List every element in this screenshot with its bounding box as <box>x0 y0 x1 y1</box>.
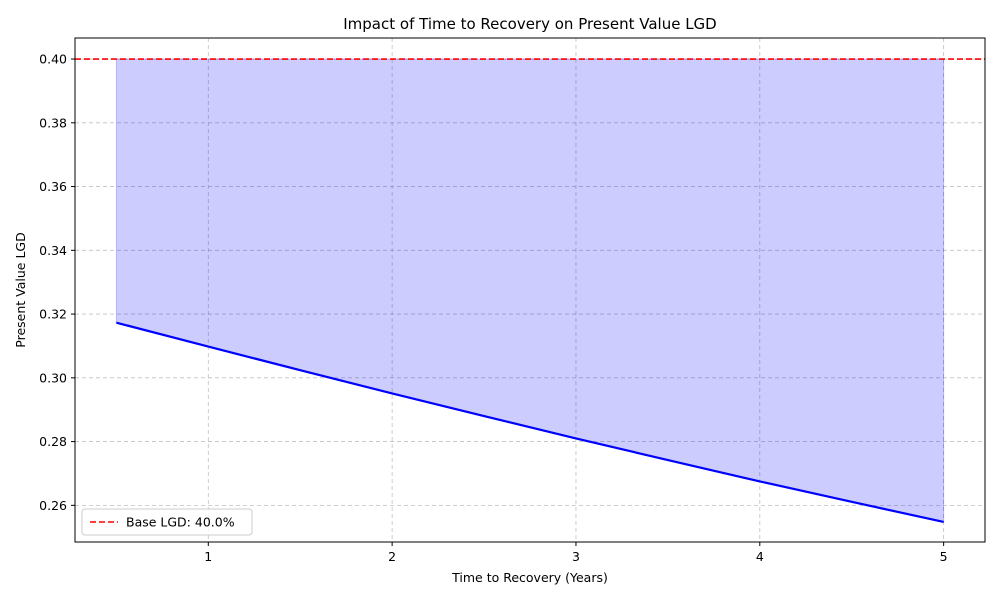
x-tick-label: 1 <box>204 549 212 564</box>
series-layer <box>75 58 985 523</box>
chart-title: Impact of Time to Recovery on Present Va… <box>343 15 716 33</box>
y-tick-label: 0.30 <box>39 370 67 385</box>
x-tick-label: 5 <box>940 549 948 564</box>
plot-frame <box>74 37 986 543</box>
x-tick-label: 2 <box>388 549 396 564</box>
y-tick-label: 0.26 <box>39 498 67 513</box>
legend-label-base-lgd: Base LGD: 40.0% <box>126 515 235 530</box>
y-tick-label: 0.38 <box>39 115 67 130</box>
x-tick-label: 4 <box>756 549 764 564</box>
x-tick-label: 3 <box>572 549 580 564</box>
y-tick-label: 0.28 <box>39 434 67 449</box>
axes: 1 2 3 4 5 0.26 0.28 0.30 0.32 0.34 0.36 0.38 0.40 <box>39 37 986 564</box>
y-tick-label: 0.32 <box>39 307 67 322</box>
y-axis-title: Present Value LGD <box>13 232 28 347</box>
y-tick-label: 0.40 <box>39 52 67 67</box>
pv-lgd-line <box>116 321 944 523</box>
legend-box <box>81 508 253 536</box>
x-axis-title: Time to Recovery (Years) <box>451 570 608 585</box>
y-tick-label: 0.34 <box>39 243 67 258</box>
y-tick-label: 0.36 <box>39 179 67 194</box>
legend: Base LGD: 40.0% <box>81 508 253 536</box>
